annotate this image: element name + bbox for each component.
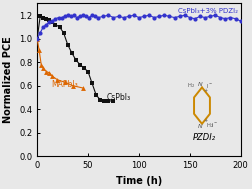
- Text: +: +: [204, 118, 208, 123]
- Text: CsPbI₃: CsPbI₃: [106, 93, 131, 102]
- Text: H$_2$: H$_2$: [187, 81, 195, 90]
- Text: I$^-$: I$^-$: [211, 121, 218, 129]
- Text: N: N: [198, 82, 203, 87]
- Text: +: +: [204, 88, 208, 93]
- Text: PZDI₂: PZDI₂: [193, 133, 215, 142]
- Y-axis label: Normalized PCE: Normalized PCE: [4, 36, 13, 123]
- Text: CsPbI₃+3% PDZI₂: CsPbI₃+3% PDZI₂: [178, 8, 238, 14]
- Text: H$_2$: H$_2$: [206, 121, 213, 130]
- Text: I$^-$: I$^-$: [206, 82, 213, 90]
- X-axis label: Time (h): Time (h): [116, 176, 162, 186]
- Text: N: N: [198, 124, 203, 129]
- Text: MAPbI₃: MAPbI₃: [51, 80, 78, 89]
